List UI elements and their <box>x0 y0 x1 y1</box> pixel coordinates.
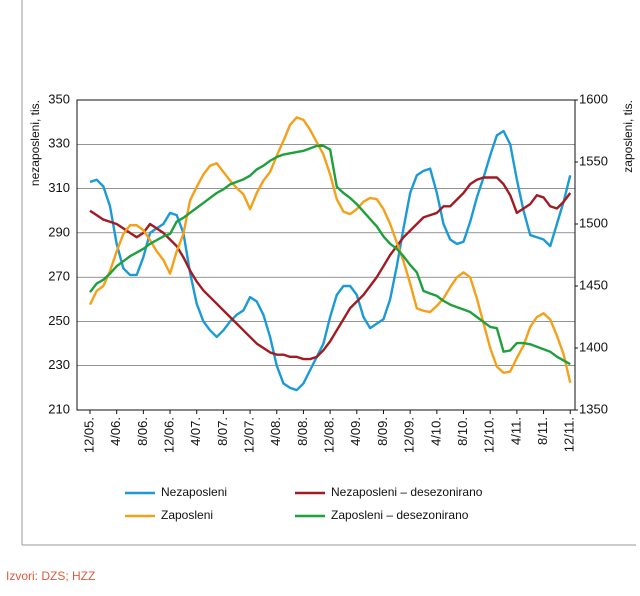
x-tick-label: 8/08. <box>295 417 310 446</box>
x-tick-label: 8/06. <box>135 417 150 446</box>
y-tick-label: 270 <box>48 269 70 284</box>
x-tick-label: 12/09. <box>402 417 417 453</box>
plot-frame <box>76 99 576 411</box>
y-tick-label: 330 <box>48 136 70 151</box>
x-tick-label: 4/08. <box>268 417 283 446</box>
series-line <box>89 176 572 361</box>
x-tick-label: 4/06. <box>108 417 123 446</box>
y-tick-label: 290 <box>48 224 70 239</box>
x-tick-label: 12/05. <box>81 417 96 453</box>
legend-label: Nezaposleni <box>161 485 227 499</box>
x-tick-label: 12/08. <box>322 417 337 453</box>
y2-tick-label: 1500 <box>579 215 608 230</box>
source: Izvori: DZS; HZZ <box>6 569 95 583</box>
y-tick-label: 210 <box>48 401 70 416</box>
y-tick-label: 310 <box>48 180 70 195</box>
legend-label: Nezaposleni – desezonirano <box>331 485 483 499</box>
x-tick-label: 12/10. <box>482 417 497 453</box>
x-tick-label: 12/11. <box>562 417 577 452</box>
legend-label: Zaposleni <box>161 508 213 522</box>
y2-tick-label: 1600 <box>579 91 608 106</box>
x-tick-label: 12/07. <box>242 417 257 453</box>
y-tick-label: 250 <box>48 313 70 328</box>
legend-label: Zaposleni – desezonirano <box>331 508 469 522</box>
x-tick-label: 12/06. <box>161 417 176 453</box>
y2-tick-label: 1350 <box>579 401 608 416</box>
x-tick-label: 4/07. <box>188 417 203 446</box>
x-tick-label: 4/09. <box>348 417 363 446</box>
y2-tick-label: 1550 <box>579 153 608 168</box>
y2-tick-label: 1400 <box>579 339 608 354</box>
y-tick-label: 230 <box>48 357 70 372</box>
y-axis-title: nezaposleni, tis. <box>28 100 42 186</box>
x-tick-label: 8/07. <box>215 417 230 446</box>
x-tick-label: 8/09. <box>375 417 390 446</box>
y2-tick-label: 1450 <box>579 277 608 292</box>
y-tick-label: 350 <box>48 91 70 106</box>
series-line <box>89 129 572 392</box>
x-tick-label: 4/11. <box>508 417 523 445</box>
y2-axis-title: zaposleni, tis. <box>621 100 635 173</box>
x-tick-label: 4/10. <box>428 417 443 446</box>
x-tick-label: 8/10. <box>455 417 470 446</box>
series-line <box>88 116 572 383</box>
x-tick-label: 8/11. <box>535 417 550 445</box>
series-line <box>89 144 571 366</box>
